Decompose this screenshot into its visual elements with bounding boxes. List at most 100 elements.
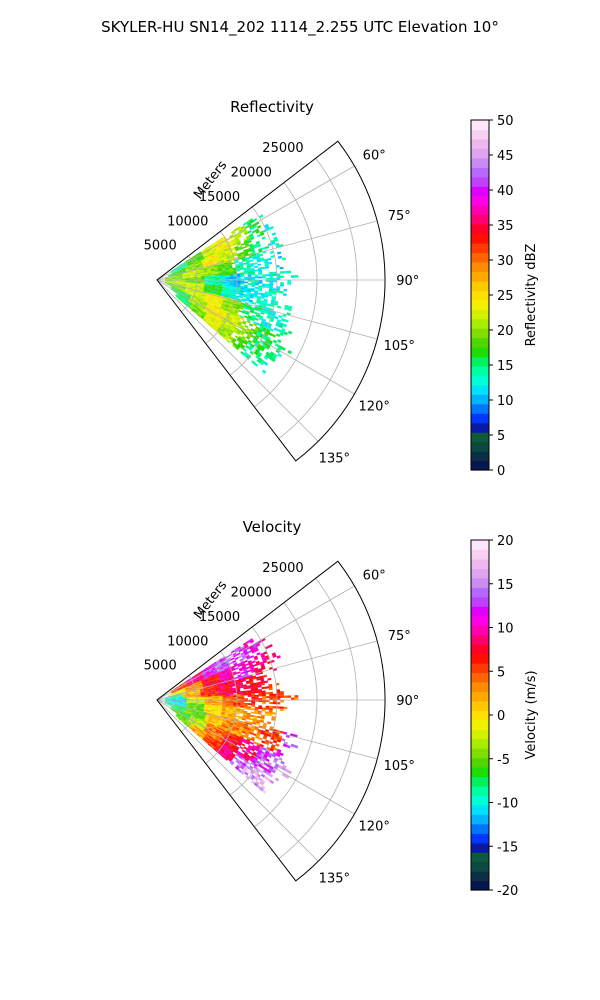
radar-gate [217, 290, 222, 293]
radar-gate [268, 287, 273, 291]
radar-gate [177, 688, 182, 691]
radar-gate [207, 691, 212, 693]
radar-gate [211, 701, 216, 704]
radar-gate [164, 701, 169, 703]
radar-gate [268, 353, 274, 358]
radar-gate [279, 708, 284, 712]
radar-gate [202, 262, 206, 265]
radar-gate [268, 339, 273, 344]
radar-gate [212, 727, 217, 731]
radar-gate [178, 693, 183, 695]
radar-gate [204, 248, 208, 252]
radar-gate [264, 711, 269, 714]
radar-gate [203, 311, 207, 315]
radar-gate [264, 262, 269, 265]
radar-gate [247, 354, 252, 359]
radar-gate [258, 690, 263, 694]
radar-gate [225, 655, 230, 659]
radar-gate [210, 688, 215, 691]
radar-gate [244, 303, 249, 307]
radar-gate [270, 659, 275, 664]
radar-gate [248, 225, 254, 229]
radar-gate [214, 689, 219, 691]
radar-gate [235, 265, 240, 268]
radar-gate [206, 723, 211, 727]
radar-gate [196, 693, 201, 695]
radar-gate [231, 295, 236, 299]
radar-gate [261, 266, 266, 270]
radar-gate [199, 709, 204, 712]
radar-gate [168, 695, 173, 697]
radar-gate [200, 728, 204, 732]
radar-gate [208, 727, 213, 731]
radar-gate [171, 704, 175, 707]
radar-gate [278, 314, 283, 319]
radar-gate [251, 746, 256, 750]
radar-gate [203, 269, 208, 271]
radar-gate [260, 259, 265, 262]
radar-gate [229, 702, 234, 705]
radar-gate [254, 689, 259, 692]
radar-gate [251, 780, 256, 785]
radar-gate [217, 321, 222, 325]
radar-gate [239, 746, 244, 750]
radar-gate [221, 734, 226, 738]
radar-gate [175, 698, 180, 699]
radar-gate [171, 704, 176, 706]
radar-gate [197, 259, 202, 262]
radar-gate [237, 662, 242, 666]
radar-gate [164, 280, 169, 282]
radar-gate [197, 703, 201, 705]
radar-gate [279, 752, 284, 757]
radar-gate [240, 324, 245, 329]
range-tick-label: 5000 [144, 239, 177, 254]
radar-gate [221, 671, 226, 674]
radar-gate [214, 739, 219, 743]
radar-gate [222, 244, 227, 248]
radar-gate [247, 289, 252, 292]
radar-gate [230, 319, 235, 323]
radar-gate [233, 312, 238, 316]
radar-gate [180, 265, 184, 268]
radar-gate [194, 311, 198, 315]
radar-gate [252, 733, 257, 737]
radar-gate [168, 278, 173, 280]
radar-gate [234, 296, 239, 299]
radar-gate [236, 266, 240, 269]
radar-gate [262, 325, 268, 329]
radar-gate [234, 259, 239, 263]
radar-gate [164, 281, 169, 283]
radar-gate [175, 696, 180, 698]
radar-field [164, 637, 299, 794]
radar-gate [181, 707, 186, 709]
radar-gate [257, 295, 262, 299]
radar-gate [186, 694, 190, 696]
radar-gate [206, 252, 210, 255]
radar-gate [220, 750, 225, 754]
radar-gate [219, 719, 224, 722]
radar-gate [182, 297, 186, 301]
colorbar-tick-label: 5 [497, 665, 505, 680]
radar-gate [197, 726, 201, 730]
radar-gate [236, 315, 241, 319]
radar-gate [193, 277, 198, 279]
radar-gate [200, 249, 205, 253]
radar-gate [213, 670, 218, 674]
radar-gate [275, 753, 281, 758]
radar-gate [193, 692, 198, 695]
radar-gate [172, 281, 176, 283]
radar-gate [175, 703, 180, 706]
radar-gate [197, 702, 202, 704]
radar-gate [182, 701, 187, 703]
radar-gate [239, 317, 245, 321]
radar-gate [228, 315, 234, 319]
radar-gate [175, 281, 180, 283]
radar-gate [260, 765, 266, 770]
radar-gate [241, 749, 246, 753]
radar-gate [168, 277, 173, 279]
radar-gate [206, 291, 211, 294]
radar-region [170, 286, 293, 360]
radar-gate [184, 291, 188, 294]
radar-gate [177, 267, 182, 270]
